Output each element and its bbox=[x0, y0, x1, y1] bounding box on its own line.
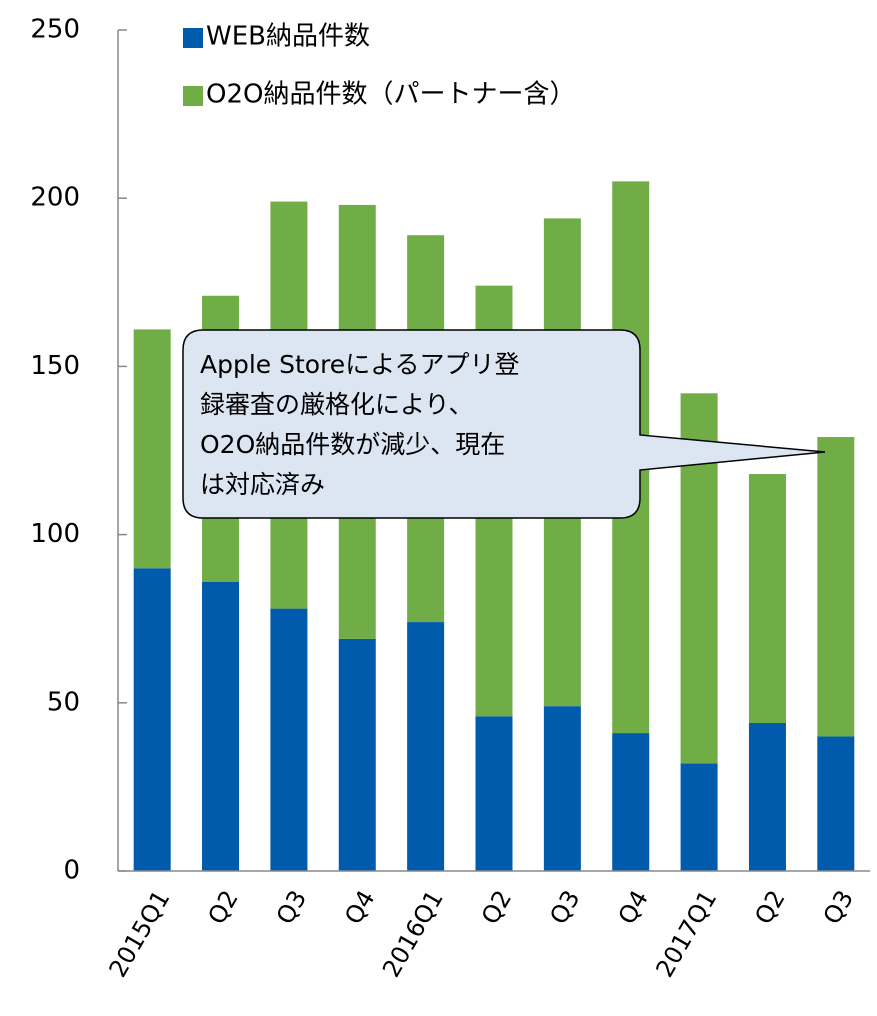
bar-segment bbox=[817, 437, 855, 737]
x-tick-label: Q4 bbox=[339, 886, 380, 930]
bar-segment bbox=[407, 622, 445, 871]
bar-segment bbox=[338, 638, 376, 871]
bar-segment bbox=[133, 329, 171, 569]
bar-segment bbox=[475, 716, 513, 871]
x-tick-label: Q2 bbox=[749, 886, 790, 930]
x-tick-label: Q2 bbox=[202, 886, 243, 930]
annotation-text: は対応済み bbox=[200, 470, 325, 499]
y-tick-label: 50 bbox=[47, 687, 80, 717]
x-tick-label: Q3 bbox=[818, 886, 859, 930]
legend-swatch bbox=[183, 86, 203, 106]
x-tick-label: Q4 bbox=[613, 886, 654, 930]
annotation-text: 録審査の厳格化により、 bbox=[200, 390, 474, 419]
legend-label: WEB納品件数 bbox=[206, 22, 370, 52]
legend-swatch bbox=[183, 28, 203, 48]
legend-label: O2O納品件数（パートナー含） bbox=[206, 80, 575, 110]
bar-segment bbox=[748, 722, 786, 871]
bar-segment bbox=[680, 763, 718, 871]
bar-segment bbox=[612, 733, 650, 871]
x-tick-label: Q3 bbox=[544, 886, 585, 930]
y-tick-label: 100 bbox=[30, 519, 80, 549]
x-tick-label: 2017Q1 bbox=[650, 886, 722, 982]
bar-segment bbox=[748, 474, 786, 723]
x-tick-label: 2015Q1 bbox=[104, 886, 176, 982]
y-tick-label: 0 bbox=[63, 856, 80, 886]
y-tick-label: 150 bbox=[30, 351, 80, 381]
annotation-text: Apple Storeによるアプリ登 bbox=[200, 350, 519, 379]
bar-segment bbox=[270, 608, 308, 871]
bar-segment bbox=[543, 706, 581, 871]
bar-segment bbox=[133, 568, 171, 871]
x-tick-label: Q2 bbox=[476, 886, 517, 930]
y-tick-label: 200 bbox=[30, 183, 80, 213]
bar-segment bbox=[817, 736, 855, 871]
callout bbox=[182, 329, 826, 519]
annotation-text: O2O納品件数が減少、現在 bbox=[200, 430, 505, 459]
x-tick-label: Q3 bbox=[271, 886, 312, 930]
x-tick-label: 2016Q1 bbox=[377, 886, 449, 982]
bar-segment bbox=[202, 581, 240, 871]
y-tick-label: 250 bbox=[30, 15, 80, 45]
